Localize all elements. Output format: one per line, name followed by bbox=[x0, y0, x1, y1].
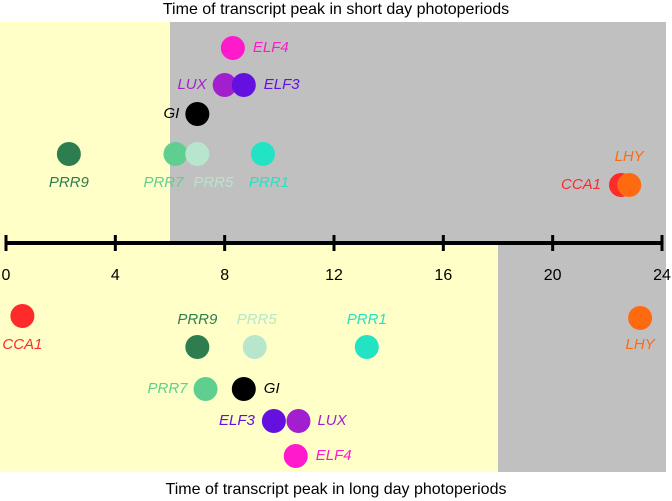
gene-label: PRR5 bbox=[237, 311, 278, 328]
peak-marker bbox=[286, 409, 311, 433]
gene-label: LUX bbox=[317, 412, 347, 429]
x-tick-label: 20 bbox=[544, 267, 562, 284]
gene-label: PRR5 bbox=[193, 174, 234, 191]
panel-title: Time of transcript peak in long day phot… bbox=[166, 481, 507, 498]
gene-label: PRR1 bbox=[249, 174, 289, 191]
gene-label: ELF3 bbox=[264, 76, 301, 93]
gene-label: GI bbox=[163, 105, 179, 122]
gene-label: CCA1 bbox=[561, 176, 601, 193]
peak-marker bbox=[220, 36, 245, 60]
gene-label: LHY bbox=[626, 336, 656, 353]
peak-marker bbox=[261, 409, 286, 433]
peak-marker bbox=[354, 335, 379, 359]
x-tick-label: 8 bbox=[220, 267, 229, 284]
peak-marker bbox=[231, 73, 256, 97]
gene-label: LUX bbox=[177, 76, 207, 93]
x-tick-label: 0 bbox=[2, 267, 11, 284]
gene-label: CCA1 bbox=[2, 336, 42, 353]
peak-marker bbox=[56, 142, 81, 166]
peak-marker bbox=[193, 377, 218, 401]
peak-marker bbox=[628, 306, 653, 330]
x-tick-label: 16 bbox=[434, 267, 452, 284]
x-tick-label: 12 bbox=[325, 267, 343, 284]
gene-label: PRR7 bbox=[148, 380, 189, 397]
x-tick-label: 24 bbox=[653, 267, 671, 284]
peak-marker bbox=[283, 444, 308, 468]
gene-label: LHY bbox=[615, 148, 645, 165]
gene-label: ELF3 bbox=[219, 412, 256, 429]
peak-marker bbox=[231, 377, 256, 401]
peak-marker bbox=[185, 142, 210, 166]
gene-label: GI bbox=[264, 380, 280, 397]
light-period bbox=[0, 22, 170, 243]
peak-marker bbox=[242, 335, 267, 359]
gene-label: ELF4 bbox=[253, 39, 289, 56]
panel-title: Time of transcript peak in short day pho… bbox=[163, 1, 509, 18]
gene-label: PRR1 bbox=[347, 311, 387, 328]
gene-label: PRR7 bbox=[143, 174, 184, 191]
gene-label: ELF4 bbox=[316, 447, 352, 464]
peak-marker bbox=[185, 335, 210, 359]
peak-marker bbox=[250, 142, 275, 166]
gene-label: PRR9 bbox=[49, 174, 90, 191]
peak-marker bbox=[185, 102, 210, 126]
peak-marker bbox=[617, 173, 642, 197]
peak-marker bbox=[10, 304, 35, 328]
peak-marker bbox=[212, 73, 237, 97]
peak-marker bbox=[163, 142, 188, 166]
x-tick-label: 4 bbox=[111, 267, 120, 284]
gene-label: PRR9 bbox=[177, 311, 218, 328]
